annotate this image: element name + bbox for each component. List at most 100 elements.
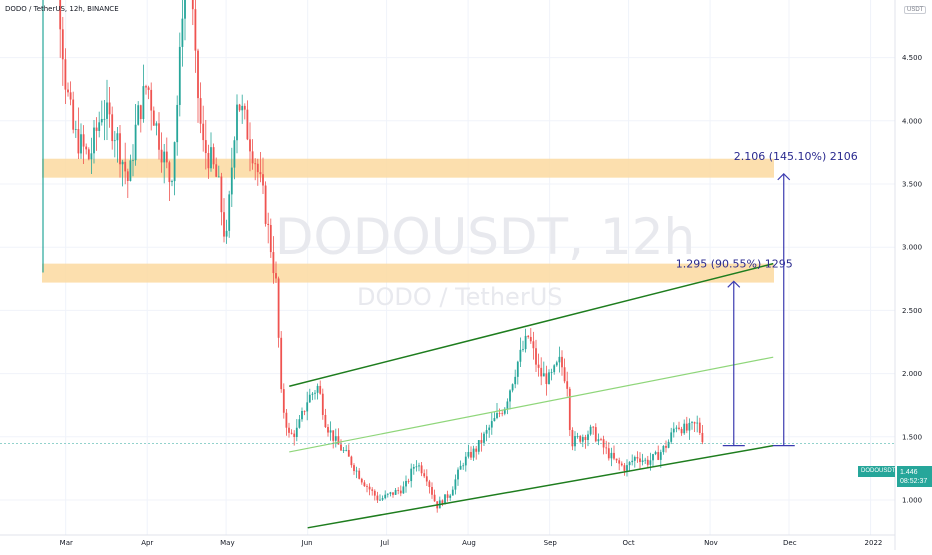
candle-body	[176, 104, 179, 143]
candle-body	[415, 466, 418, 468]
candle-body	[698, 422, 701, 433]
x-tick-label: Sep	[544, 539, 558, 547]
candle-body	[285, 412, 288, 428]
candle-body	[498, 413, 501, 414]
candle-body	[152, 110, 155, 126]
candle-body	[501, 413, 504, 415]
candle-body	[433, 494, 436, 502]
candle-body	[618, 460, 621, 464]
y-tick-label: 1.500	[902, 433, 922, 441]
candle-body	[646, 459, 649, 465]
candle-body	[100, 118, 103, 123]
candle-body	[280, 337, 283, 390]
candle-body	[579, 436, 582, 442]
candle-body	[459, 465, 462, 470]
candle-body	[202, 123, 205, 141]
candle-body	[696, 422, 699, 424]
candle-body	[392, 492, 394, 495]
candle-body	[574, 436, 576, 447]
candle-body	[467, 451, 470, 457]
candle-body	[519, 349, 522, 362]
candle-body	[633, 457, 636, 461]
candle-body	[662, 445, 665, 453]
candle-body	[386, 493, 389, 495]
candle-body	[488, 427, 491, 431]
candle-body	[701, 432, 704, 443]
candle-body	[129, 160, 132, 181]
candle-body	[340, 444, 342, 451]
candle-body	[535, 348, 537, 365]
candle-body	[589, 426, 592, 435]
candle-body	[194, 9, 197, 51]
price-badge-price: 1.446	[900, 469, 918, 476]
y-tick-label: 3.000	[902, 244, 922, 252]
candle-body	[212, 147, 215, 165]
candle-body	[376, 495, 379, 501]
candle-body	[59, 0, 62, 30]
candle-body	[134, 124, 137, 161]
candle-body	[631, 460, 634, 463]
candle-body	[431, 487, 433, 495]
candle-body	[155, 123, 158, 126]
candle-body	[103, 118, 106, 120]
candle-body	[496, 413, 498, 419]
measure-label: 1.295 (90.55%) 1295	[676, 257, 793, 270]
candle-body	[610, 452, 613, 459]
candle-body	[106, 102, 108, 119]
candle-body	[87, 149, 90, 160]
candle-body	[272, 252, 275, 274]
candle-body	[321, 393, 324, 415]
candle-body	[423, 473, 426, 477]
candle-body	[639, 458, 641, 462]
candle-body	[381, 498, 384, 500]
candle-body	[568, 388, 571, 430]
price-badge-symbol: DODOUSDT	[858, 466, 895, 477]
candle-body	[324, 414, 327, 428]
candle-body	[451, 489, 454, 496]
candle-body	[368, 486, 371, 490]
candle-body	[407, 480, 410, 482]
candle-body	[480, 440, 483, 443]
candle-body	[306, 402, 309, 412]
candle-body	[77, 129, 80, 154]
candle-body	[98, 122, 101, 131]
candle-body	[337, 436, 340, 445]
candle-body	[678, 427, 680, 429]
last-price-badge: DODOUSDT 1.446 08:52:37	[858, 466, 932, 487]
candle-body	[329, 430, 332, 433]
candle-body	[360, 478, 363, 483]
candle-body	[399, 490, 402, 494]
candle-body	[506, 401, 509, 409]
candle-body	[693, 422, 696, 424]
currency-button[interactable]: USDT	[904, 6, 927, 14]
x-tick-label: Apr	[141, 539, 153, 547]
candle-body	[600, 439, 602, 441]
candle-body	[514, 376, 517, 385]
measure-label: 2.106 (145.10%) 2106	[734, 150, 858, 163]
candle-body	[384, 494, 387, 499]
candle-body	[142, 86, 145, 120]
candle-body	[254, 163, 257, 165]
candle-body	[425, 476, 428, 482]
candle-body	[522, 349, 524, 350]
candle-body	[126, 171, 129, 181]
candle-body	[199, 98, 202, 124]
candle-body	[405, 480, 407, 487]
watermark-symbol: DODOUSDT, 12h	[275, 208, 696, 266]
candle-body	[64, 59, 67, 90]
candle-body	[652, 454, 654, 461]
candle-body	[670, 432, 673, 442]
candle-body	[327, 427, 329, 433]
candle-body	[571, 429, 574, 447]
candle-body	[366, 486, 368, 487]
y-tick-label: 1.000	[902, 497, 922, 505]
candle-body	[288, 427, 290, 433]
x-tick-label: Jun	[301, 539, 313, 547]
candle-body	[139, 105, 142, 120]
watermark-pair: DODO / TetherUS	[357, 283, 563, 311]
y-tick-label: 2.500	[902, 307, 922, 315]
candle-body	[241, 105, 244, 111]
candle-body	[667, 441, 670, 448]
